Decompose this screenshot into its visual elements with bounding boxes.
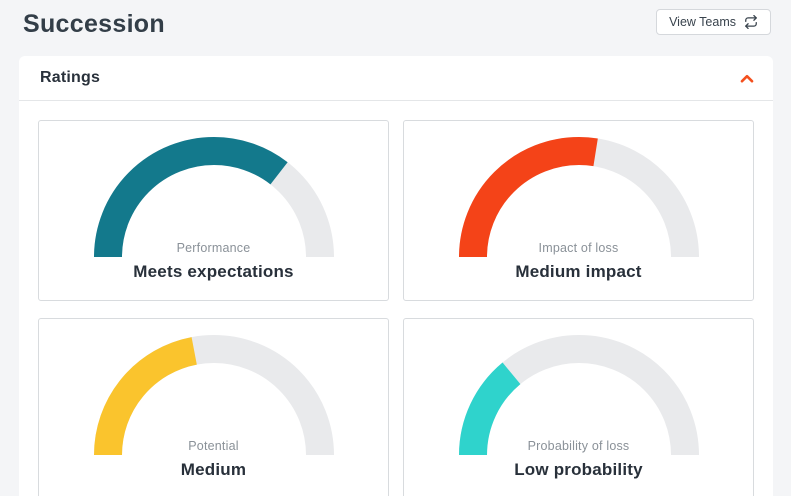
ratings-title: Ratings (40, 69, 101, 86)
impact-of-loss-gauge-arc (458, 137, 699, 257)
gauge-card-grid: Performance Meets expectations Impact of… (19, 101, 773, 496)
swap-repeat-icon (744, 15, 758, 29)
gauge-card-performance[interactable]: Performance Meets expectations (38, 120, 389, 301)
view-teams-button[interactable]: View Teams (656, 9, 771, 35)
gauge-label: Performance (176, 241, 251, 255)
gauge-value: Low probability (514, 460, 643, 479)
gauge-value: Medium impact (515, 262, 642, 281)
potential-gauge-arc (93, 335, 334, 455)
gauge-card-probability-of-loss[interactable]: Probability of loss Low probability (403, 318, 754, 496)
probability-of-loss-gauge-arc (458, 335, 699, 455)
gauge-label: Probability of loss (527, 439, 630, 453)
top-bar: Succession View Teams (0, 0, 791, 56)
view-teams-button-label: View Teams (669, 15, 736, 29)
gauge-value: Meets expectations (133, 262, 294, 281)
gauge-value: Medium (180, 460, 247, 479)
gauge-label: Potential (188, 439, 239, 453)
ratings-panel: Ratings Performance Meets expectations I… (19, 56, 773, 496)
probability-of-loss-gauge: Probability of loss (458, 335, 699, 455)
gauge-card-potential[interactable]: Potential Medium (38, 318, 389, 496)
impact-of-loss-gauge: Impact of loss (458, 137, 699, 257)
collapse-section-button[interactable] (736, 70, 758, 87)
ratings-panel-header: Ratings (19, 56, 773, 101)
performance-gauge: Performance (93, 137, 334, 257)
gauge-label: Impact of loss (538, 241, 619, 255)
potential-gauge: Potential (93, 335, 334, 455)
gauge-card-impact-of-loss[interactable]: Impact of loss Medium impact (403, 120, 754, 301)
chevron-up-icon (740, 74, 754, 83)
performance-gauge-arc (93, 137, 334, 257)
page-title: Succession (23, 10, 165, 38)
